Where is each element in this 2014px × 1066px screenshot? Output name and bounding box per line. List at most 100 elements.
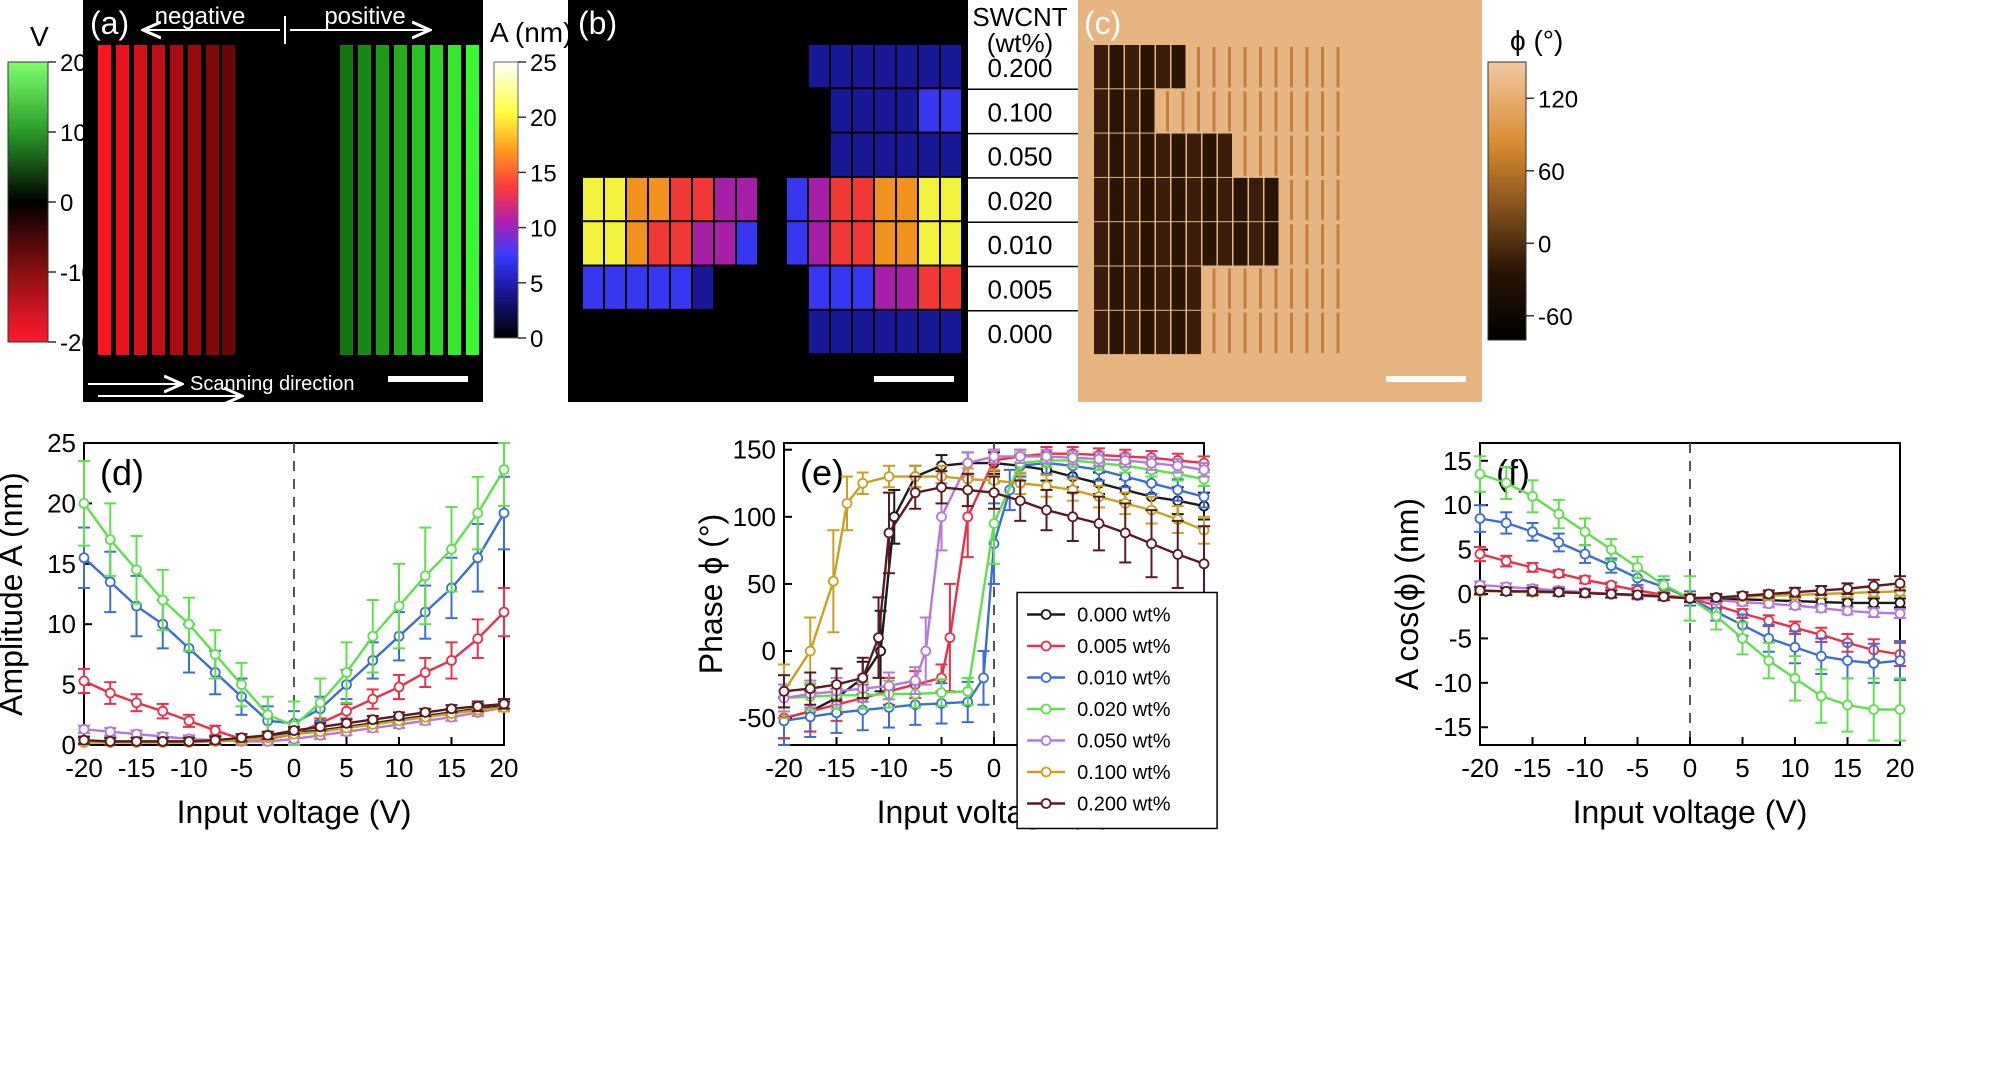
phase-dark-cell <box>1264 222 1279 266</box>
data-point <box>419 667 431 678</box>
x-tick-label: 20 <box>1886 753 1915 783</box>
amplitude-cell <box>693 266 713 309</box>
legend-swatch-marker <box>1040 798 1052 809</box>
phase-dark-cell <box>1171 266 1186 310</box>
phase-dark-cell <box>1140 177 1155 222</box>
data-point <box>341 667 352 678</box>
voltage-stripe <box>152 45 165 355</box>
phase-dark-cell <box>1156 45 1170 89</box>
data-point <box>1527 561 1538 573</box>
colorbar-tick-label: 5 <box>530 271 543 298</box>
amplitude-cell <box>875 177 895 221</box>
x-tick-label: 15 <box>437 753 466 783</box>
data-point <box>157 594 169 606</box>
swcnt-row-label: 0.100 <box>987 97 1052 127</box>
x-tick-label: -20 <box>1461 753 1499 783</box>
phase-dark-cell <box>1202 222 1217 266</box>
legend-entry: 0.050 wt% <box>1077 730 1171 752</box>
data-point <box>1474 548 1486 560</box>
phase-dark-cell <box>1187 222 1201 266</box>
x-tick-label: 10 <box>385 753 414 783</box>
phase-dark-cell <box>1109 266 1124 310</box>
colorbar-phase <box>1487 61 1527 341</box>
voltage-stripe <box>466 45 479 355</box>
x-axis-label: Input voltage (V) <box>1573 794 1808 830</box>
y-tick-label: 50 <box>747 569 776 599</box>
colorbar-phase-ticks: 120 60 0 -60 <box>1526 86 1578 331</box>
amplitude-cell <box>649 266 669 309</box>
legend-swatch-marker <box>1040 672 1052 683</box>
amplitude-cell <box>941 266 961 309</box>
amplitude-cell <box>897 310 917 354</box>
phase-dark-cell <box>1218 222 1232 266</box>
phase-light-line <box>1321 47 1324 88</box>
data-point <box>1894 597 1906 609</box>
y-axis-label: Phase ϕ (°) <box>693 514 729 675</box>
phase-light-line <box>1305 179 1309 221</box>
phase-light-line <box>1290 47 1293 88</box>
x-tick-label: 5 <box>1735 753 1749 783</box>
colorbar-tick-label: 20 <box>530 105 557 132</box>
panel-label: (e) <box>800 452 844 493</box>
colorbar-tick-label: 20 <box>60 50 87 77</box>
amplitude-cell <box>583 266 603 309</box>
voltage-stripe <box>116 45 129 355</box>
legend-swatch-marker <box>1040 703 1052 715</box>
phase-light-line <box>1259 47 1262 88</box>
x-tick-label: -15 <box>1514 753 1552 783</box>
amplitude-cell <box>941 177 961 221</box>
amplitude-cell <box>941 222 961 265</box>
data-point <box>1093 453 1105 465</box>
amplitude-cell <box>941 310 961 354</box>
phase-light-line <box>1321 179 1324 221</box>
data-point <box>988 451 1000 462</box>
data-point <box>1684 593 1696 604</box>
amplitude-cell <box>809 310 829 354</box>
swcnt-row-label: 0.050 <box>987 142 1052 172</box>
amplitude-cell <box>671 177 691 221</box>
phase-light-line <box>1243 268 1247 309</box>
data-point <box>1894 577 1906 589</box>
legend-entry: 0.100 wt% <box>1077 762 1171 784</box>
data-point <box>962 484 974 496</box>
data-point <box>1553 537 1565 548</box>
phase-dark-cell <box>1094 266 1108 310</box>
data-point <box>1172 460 1184 472</box>
amplitude-cell <box>941 89 961 132</box>
phase-light-line <box>1336 179 1340 221</box>
data-point <box>209 725 221 736</box>
phase-dark-cell <box>1233 222 1248 266</box>
amplitude-cell <box>919 177 939 221</box>
data-point <box>1579 526 1591 538</box>
phase-light-line <box>1321 224 1324 265</box>
scan-direction-label: Scanning direction <box>190 373 355 395</box>
voltage-stripe <box>206 45 219 355</box>
data-point <box>804 683 816 695</box>
panel-b: A (nm) 25 20 15 10 5 0 (b) <box>490 0 968 402</box>
data-point <box>1041 504 1052 516</box>
phase-dark-cell <box>1202 177 1217 222</box>
phase-light-line <box>1305 312 1309 354</box>
phase-dark-cell <box>1140 266 1155 310</box>
y-tick-label: 10 <box>1443 490 1472 520</box>
amplitude-cell <box>583 177 603 221</box>
data-point <box>988 487 1000 499</box>
data-point <box>1041 451 1052 462</box>
amplitude-cell <box>875 222 895 265</box>
y-tick-label: 5 <box>1458 535 1472 565</box>
amplitude-cell <box>809 222 829 265</box>
data-point <box>498 507 510 519</box>
data-point <box>1527 585 1538 597</box>
amplitude-cell <box>831 45 851 88</box>
amplitude-cell <box>715 177 735 221</box>
phase-pattern <box>1094 45 1340 355</box>
voltage-stripe <box>358 45 371 355</box>
data-point <box>288 725 300 736</box>
data-point <box>1868 607 1880 619</box>
phase-light-line <box>1290 135 1293 176</box>
data-point <box>936 481 947 493</box>
data-point <box>498 606 510 618</box>
data-point <box>446 543 457 555</box>
phase-dark-cell <box>1187 310 1201 355</box>
